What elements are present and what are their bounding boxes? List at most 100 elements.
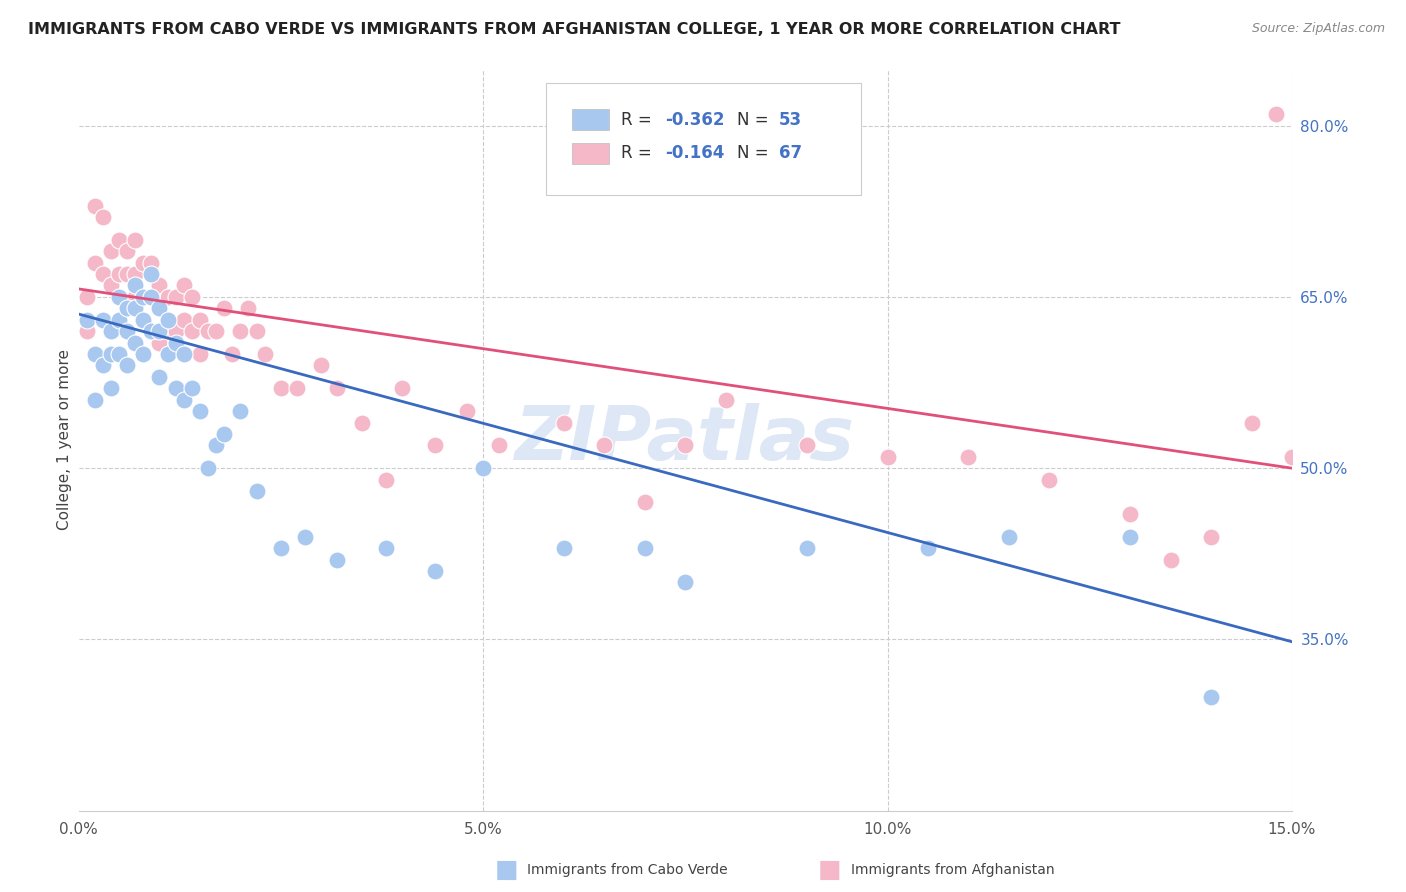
Point xyxy=(472,461,495,475)
Point xyxy=(1119,507,1142,521)
Text: IMMIGRANTS FROM CABO VERDE VS IMMIGRANTS FROM AFGHANISTAN COLLEGE, 1 YEAR OR MOR: IMMIGRANTS FROM CABO VERDE VS IMMIGRANTS… xyxy=(28,22,1121,37)
Point xyxy=(91,267,114,281)
FancyBboxPatch shape xyxy=(572,143,609,163)
Point xyxy=(148,324,170,338)
Point xyxy=(132,312,155,326)
Point xyxy=(124,335,146,350)
Point xyxy=(91,312,114,326)
Point xyxy=(100,244,122,259)
Point xyxy=(173,278,195,293)
Point xyxy=(148,278,170,293)
Point xyxy=(1038,473,1060,487)
Point xyxy=(876,450,898,464)
Point xyxy=(1160,552,1182,566)
Point xyxy=(456,404,478,418)
Point xyxy=(156,290,179,304)
Point xyxy=(1281,450,1303,464)
Point xyxy=(132,347,155,361)
Point xyxy=(124,233,146,247)
Point xyxy=(634,541,657,555)
Point xyxy=(173,347,195,361)
Point xyxy=(423,564,446,578)
Point xyxy=(1264,107,1286,121)
Point xyxy=(238,301,260,316)
Point xyxy=(83,392,105,407)
Point xyxy=(124,278,146,293)
Point xyxy=(197,324,219,338)
Point xyxy=(1119,530,1142,544)
Point xyxy=(115,301,138,316)
Point xyxy=(115,324,138,338)
Text: Immigrants from Afghanistan: Immigrants from Afghanistan xyxy=(851,863,1054,877)
Point xyxy=(76,324,98,338)
Text: -0.164: -0.164 xyxy=(665,145,724,162)
Point xyxy=(1240,416,1263,430)
Point xyxy=(100,278,122,293)
Point xyxy=(188,404,211,418)
Point xyxy=(91,359,114,373)
Text: ■: ■ xyxy=(818,858,841,881)
Point xyxy=(180,381,202,395)
Point xyxy=(245,483,267,498)
Point xyxy=(1199,530,1222,544)
Point xyxy=(714,392,737,407)
Point xyxy=(285,381,308,395)
Point xyxy=(229,404,252,418)
Point xyxy=(141,267,163,281)
Text: ■: ■ xyxy=(495,858,517,881)
Text: 53: 53 xyxy=(779,111,801,128)
Point xyxy=(83,347,105,361)
Point xyxy=(156,324,179,338)
Y-axis label: College, 1 year or more: College, 1 year or more xyxy=(58,349,72,530)
Point xyxy=(593,438,616,452)
Point xyxy=(141,324,163,338)
Point xyxy=(917,541,939,555)
Point xyxy=(124,267,146,281)
Point xyxy=(188,347,211,361)
Point xyxy=(673,575,696,590)
Point xyxy=(553,541,575,555)
Point xyxy=(148,301,170,316)
Text: N =: N = xyxy=(738,111,775,128)
Point xyxy=(957,450,980,464)
Point xyxy=(115,301,138,316)
Point xyxy=(165,381,187,395)
Point xyxy=(141,290,163,304)
Point xyxy=(141,324,163,338)
FancyBboxPatch shape xyxy=(546,83,862,194)
Point xyxy=(294,530,316,544)
Point xyxy=(180,290,202,304)
Point xyxy=(375,473,398,487)
Point xyxy=(141,290,163,304)
Text: R =: R = xyxy=(621,145,657,162)
Text: Immigrants from Cabo Verde: Immigrants from Cabo Verde xyxy=(527,863,728,877)
Point xyxy=(1199,690,1222,704)
Point xyxy=(124,290,146,304)
Point xyxy=(350,416,373,430)
Point xyxy=(156,347,179,361)
Point xyxy=(100,381,122,395)
Point xyxy=(205,324,228,338)
Point xyxy=(173,392,195,407)
Point xyxy=(270,381,292,395)
Point xyxy=(205,438,228,452)
Point xyxy=(796,438,818,452)
Point xyxy=(132,290,155,304)
Point xyxy=(309,359,332,373)
Point xyxy=(108,347,131,361)
Point xyxy=(148,335,170,350)
Point xyxy=(423,438,446,452)
Text: R =: R = xyxy=(621,111,657,128)
Point xyxy=(326,552,349,566)
Point xyxy=(165,324,187,338)
Text: 67: 67 xyxy=(779,145,801,162)
Point xyxy=(634,495,657,509)
Point xyxy=(253,347,276,361)
Point xyxy=(188,312,211,326)
Text: Source: ZipAtlas.com: Source: ZipAtlas.com xyxy=(1251,22,1385,36)
Point xyxy=(108,312,131,326)
Point xyxy=(165,290,187,304)
Point xyxy=(391,381,413,395)
Point xyxy=(270,541,292,555)
Point xyxy=(229,324,252,338)
